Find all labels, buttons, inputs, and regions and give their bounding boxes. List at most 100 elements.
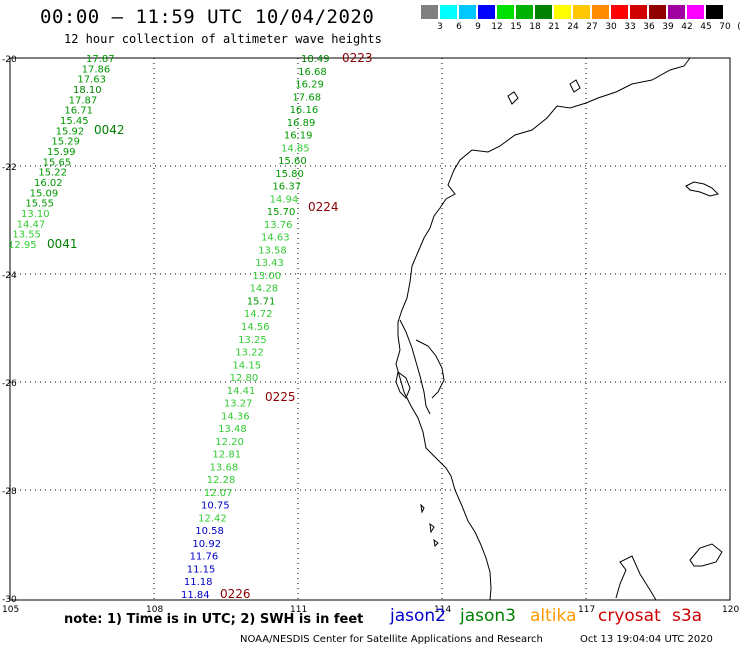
color-swatch bbox=[573, 5, 590, 19]
swh-value: 11.84 bbox=[181, 590, 210, 601]
swh-value: 14.28 bbox=[250, 284, 279, 295]
scale-tick-label: 12 bbox=[491, 22, 503, 32]
pass-time-label: 0042 bbox=[94, 123, 125, 137]
swh-value: 18.10 bbox=[73, 85, 102, 96]
abrolhos-island-3 bbox=[433, 538, 439, 548]
generation-timestamp: Oct 13 19:04:04 UTC 2020 bbox=[580, 634, 713, 645]
scale-tick-label: 30 bbox=[605, 22, 617, 32]
color-swatch bbox=[687, 5, 704, 19]
latitude-label: -30 bbox=[2, 595, 17, 605]
scale-tick-label: 27 bbox=[586, 22, 598, 32]
swh-value: 15.22 bbox=[38, 168, 67, 179]
abrolhos-island-2 bbox=[429, 522, 435, 534]
scale-tick-label: (ft) bbox=[734, 22, 740, 32]
australia-coast bbox=[395, 57, 691, 601]
swh-value: 12.42 bbox=[198, 513, 227, 524]
swh-value: 12.95 bbox=[8, 240, 37, 251]
swh-value: 10.75 bbox=[201, 501, 230, 512]
footer-note: note: 1) Time is in UTC; 2) SWH is in fe… bbox=[64, 612, 364, 627]
swh-value: 14.47 bbox=[17, 219, 46, 230]
swh-value: 14.63 bbox=[261, 233, 290, 244]
scale-tick-label: 18 bbox=[529, 22, 541, 32]
swh-value: 13.58 bbox=[258, 245, 287, 256]
swh-value: 16.71 bbox=[64, 106, 93, 117]
satellite-legend-cryosat: cryosat bbox=[598, 606, 661, 626]
peron-peninsula bbox=[415, 339, 445, 399]
swh-value: 13.10 bbox=[21, 209, 50, 220]
swh-value: 13.43 bbox=[255, 258, 284, 269]
latitude-label: -26 bbox=[2, 379, 17, 389]
swh-value: 14.41 bbox=[227, 386, 256, 397]
swh-value: 13.00 bbox=[252, 271, 281, 282]
color-swatch bbox=[516, 5, 533, 19]
swh-value: 16.68 bbox=[298, 67, 327, 78]
swh-value: 12.28 bbox=[207, 475, 236, 486]
scale-tick-label: 42 bbox=[681, 22, 693, 32]
swh-value: 13.48 bbox=[218, 424, 247, 435]
swh-value: 11.18 bbox=[184, 577, 213, 588]
swh-value: 17.87 bbox=[86, 54, 115, 65]
longitude-label: 111 bbox=[290, 605, 307, 615]
swh-value: 15.80 bbox=[275, 169, 304, 180]
shark-bay-inlet bbox=[399, 319, 431, 415]
gulf-coast bbox=[689, 543, 723, 567]
swh-value: 12.80 bbox=[230, 373, 259, 384]
color-swatch bbox=[630, 5, 647, 19]
longitude-label: 105 bbox=[2, 605, 19, 615]
swh-value: 11.76 bbox=[190, 552, 219, 563]
longitude-label: 117 bbox=[578, 605, 595, 615]
scale-tick-label: 9 bbox=[475, 22, 481, 32]
satellite-legend-s3a: s3a bbox=[672, 606, 703, 626]
southern-coast-east bbox=[615, 555, 657, 601]
dirk-hartog-island bbox=[395, 371, 411, 399]
swh-value: 13.27 bbox=[224, 399, 253, 410]
map-frame bbox=[9, 57, 731, 601]
scale-tick-label: 39 bbox=[662, 22, 674, 32]
pass-time-label: 0223 bbox=[342, 51, 373, 65]
longitude-label: 120 bbox=[722, 605, 739, 615]
pass-time-label: 0226 bbox=[220, 587, 251, 601]
color-swatch bbox=[478, 5, 495, 19]
swh-value: 12.81 bbox=[212, 450, 241, 461]
longitude-label: 114 bbox=[434, 605, 451, 615]
swh-value: 13.68 bbox=[210, 462, 239, 473]
color-swatch bbox=[459, 5, 476, 19]
page-title: 00:00 – 11:59 UTC 10/04/2020 bbox=[40, 6, 375, 28]
swh-value: 17.68 bbox=[292, 92, 321, 103]
swh-value: 15.29 bbox=[51, 137, 80, 148]
satellite-legend-jason2: jason2 bbox=[390, 606, 446, 626]
swh-value: 11.15 bbox=[187, 564, 216, 575]
swh-value: 13.22 bbox=[235, 348, 264, 359]
latitude-label: -22 bbox=[2, 163, 17, 173]
scale-tick-label: 36 bbox=[643, 22, 655, 32]
swh-value: 14.72 bbox=[244, 309, 273, 320]
scale-tick-label: 45 bbox=[700, 22, 712, 32]
swh-value: 17.87 bbox=[69, 95, 98, 106]
swh-value: 15.09 bbox=[30, 188, 59, 199]
barrow-island bbox=[507, 91, 519, 105]
satellite-legend-jason3: jason3 bbox=[460, 606, 516, 626]
swh-value: 14.15 bbox=[232, 360, 261, 371]
credit-line: NOAA/NESDIS Center for Satellite Applica… bbox=[240, 634, 543, 645]
scale-tick-label: 33 bbox=[624, 22, 636, 32]
swh-value: 16.02 bbox=[34, 178, 63, 189]
scale-tick-label: 24 bbox=[567, 22, 579, 32]
scale-tick-label: 21 bbox=[548, 22, 560, 32]
swh-value: 17.86 bbox=[82, 64, 111, 75]
color-swatch bbox=[535, 5, 552, 19]
swh-value: 14.56 bbox=[241, 322, 270, 333]
swh-value: 16.19 bbox=[284, 131, 313, 142]
swh-value: 10.58 bbox=[195, 526, 224, 537]
color-swatch bbox=[421, 5, 438, 19]
swh-value: 13.55 bbox=[12, 230, 41, 241]
swh-value: 15.65 bbox=[43, 157, 72, 168]
pass-time-label: 0041 bbox=[47, 237, 78, 251]
color-swatch bbox=[440, 5, 457, 19]
swh-value: 15.70 bbox=[267, 207, 296, 218]
scale-tick-label: 70 bbox=[719, 22, 731, 32]
swh-value: 15.55 bbox=[25, 199, 54, 210]
swh-value: 12.20 bbox=[215, 437, 244, 448]
color-swatch bbox=[554, 5, 571, 19]
swh-value: 10.92 bbox=[192, 539, 221, 550]
swh-value: 12.07 bbox=[204, 488, 233, 499]
